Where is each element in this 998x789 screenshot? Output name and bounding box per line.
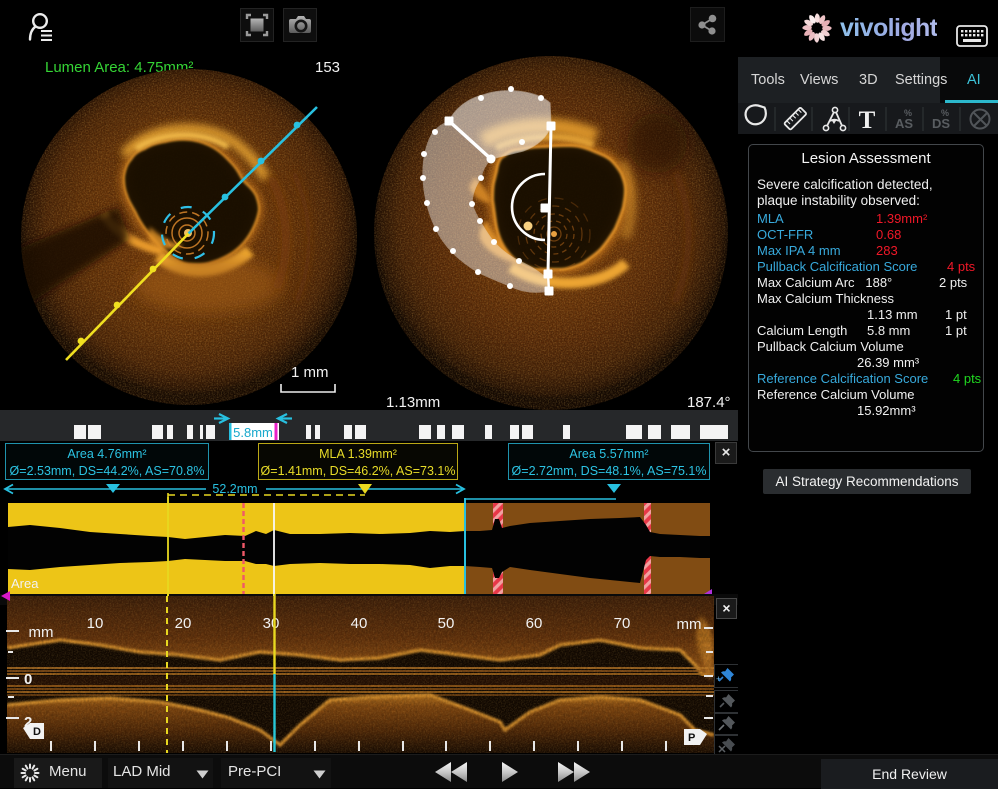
svg-text:5.8mm: 5.8mm [233, 425, 273, 440]
svg-text:30: 30 [263, 615, 280, 632]
svg-text:50: 50 [438, 615, 455, 632]
svg-text:2: 2 [24, 714, 32, 731]
svg-text:+: + [716, 674, 721, 684]
svg-text:AS: AS [895, 116, 913, 131]
svg-text:mm: mm [29, 624, 54, 641]
svg-text:60: 60 [526, 615, 543, 632]
svg-text:%: % [941, 108, 949, 118]
svg-text:20: 20 [175, 615, 192, 632]
svg-text:70: 70 [614, 615, 631, 632]
svg-text:52.2mm: 52.2mm [212, 482, 257, 496]
svg-text:40: 40 [351, 615, 368, 632]
svg-text:T: T [859, 107, 876, 134]
svg-text:0: 0 [24, 671, 32, 688]
svg-text:%: % [904, 108, 912, 118]
svg-text:D: D [33, 726, 41, 738]
svg-text:10: 10 [87, 615, 104, 632]
svg-text:mm: mm [677, 616, 702, 633]
svg-text:DS: DS [932, 116, 950, 131]
svg-text:P: P [688, 732, 695, 744]
svg-text:Area: Area [11, 576, 39, 591]
